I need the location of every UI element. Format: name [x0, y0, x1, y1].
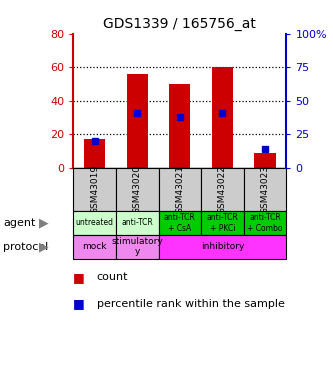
Bar: [254, 153, 276, 168]
Text: anti-TCR
+ Combo: anti-TCR + Combo: [247, 213, 283, 232]
Text: percentile rank within the sample: percentile rank within the sample: [97, 299, 284, 309]
Text: inhibitory: inhibitory: [201, 242, 244, 251]
Bar: [84, 139, 105, 168]
Bar: [244, 211, 286, 235]
Text: GSM43021: GSM43021: [175, 165, 184, 214]
Bar: [159, 211, 201, 235]
Text: ■: ■: [73, 297, 85, 310]
Bar: [116, 168, 159, 211]
Text: anti-TCR
+ PKCi: anti-TCR + PKCi: [206, 213, 238, 232]
Bar: [159, 235, 286, 259]
Text: agent: agent: [3, 218, 36, 228]
Text: ▶: ▶: [39, 216, 48, 229]
Bar: [169, 84, 190, 168]
Bar: [73, 168, 116, 211]
Bar: [116, 211, 159, 235]
Text: protocol: protocol: [3, 242, 49, 252]
Text: GSM43019: GSM43019: [90, 165, 99, 214]
Bar: [73, 211, 116, 235]
Bar: [212, 67, 233, 168]
Text: untreated: untreated: [76, 218, 114, 227]
Title: GDS1339 / 165756_at: GDS1339 / 165756_at: [103, 17, 256, 32]
Text: count: count: [97, 273, 128, 282]
Text: mock: mock: [82, 242, 107, 251]
Bar: [73, 235, 116, 259]
Bar: [201, 168, 244, 211]
Text: anti-TCR
+ CsA: anti-TCR + CsA: [164, 213, 196, 232]
Bar: [159, 168, 201, 211]
Text: GSM43020: GSM43020: [133, 165, 142, 214]
Text: GSM43023: GSM43023: [260, 165, 270, 214]
Bar: [116, 235, 159, 259]
Bar: [127, 74, 148, 168]
Text: ■: ■: [73, 271, 85, 284]
Text: anti-TCR: anti-TCR: [121, 218, 153, 227]
Text: GSM43022: GSM43022: [218, 165, 227, 214]
Bar: [201, 211, 244, 235]
Text: stimulatory
y: stimulatory y: [111, 237, 163, 256]
Text: ▶: ▶: [39, 240, 48, 253]
Bar: [244, 168, 286, 211]
